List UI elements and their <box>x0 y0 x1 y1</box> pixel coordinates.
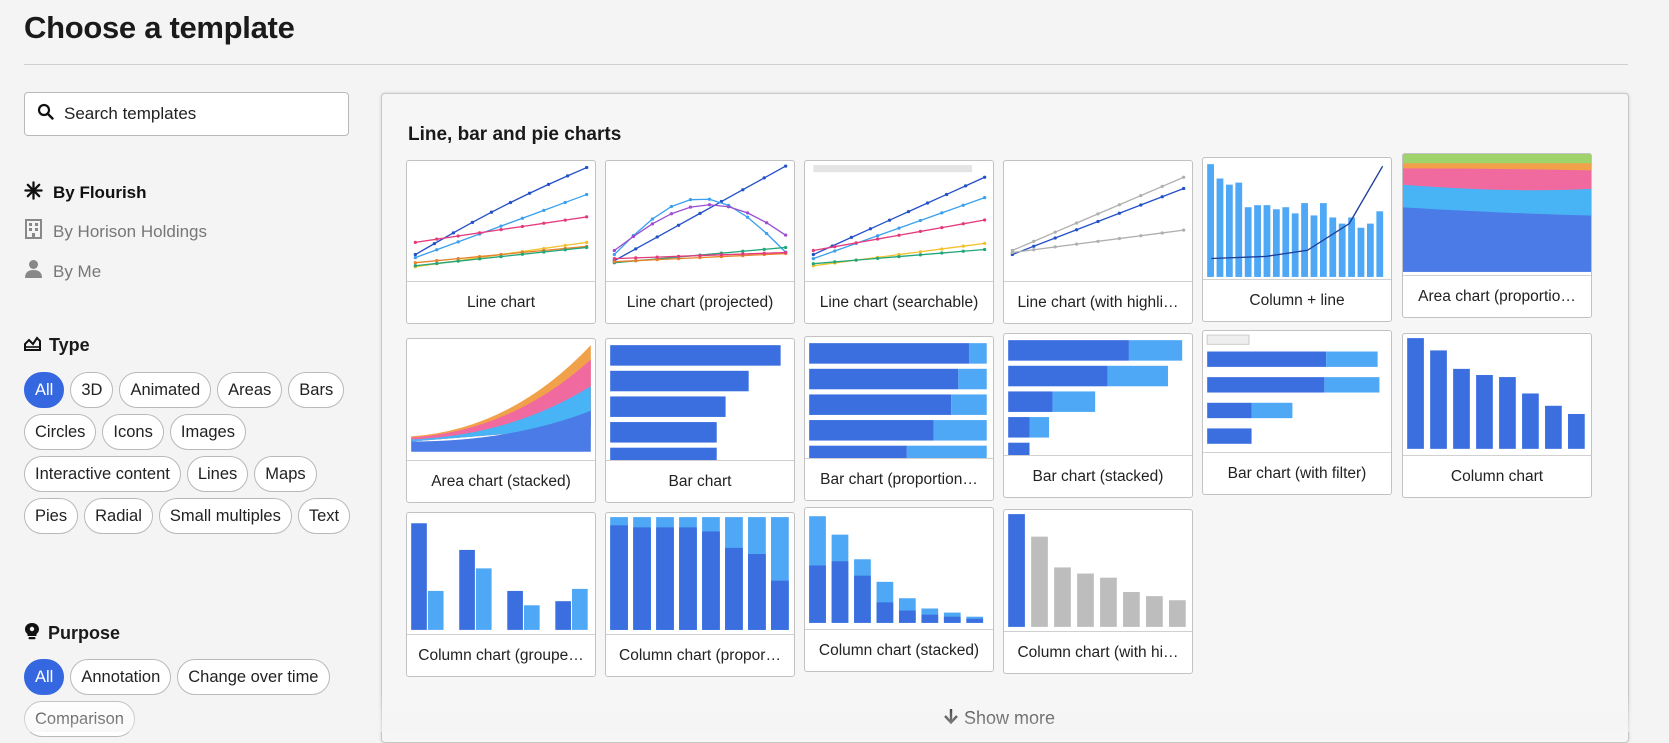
template-thumbnail <box>805 337 993 458</box>
template-thumbnail <box>606 161 794 281</box>
type-pill-circles[interactable]: Circles <box>24 414 97 450</box>
title-divider <box>24 64 1628 65</box>
template-card-label: Area chart (stacked) <box>407 460 595 502</box>
template-card-column-line[interactable]: Column + line <box>1202 157 1392 322</box>
template-card-label: Column chart (with hi… <box>1004 631 1192 673</box>
template-thumbnail <box>805 508 993 629</box>
source-label: By Horison Holdings <box>53 221 208 241</box>
search-box[interactable] <box>24 92 349 136</box>
template-card-label: Bar chart <box>606 460 794 502</box>
template-thumbnail <box>606 339 794 460</box>
template-thumbnail <box>1403 154 1591 275</box>
purpose-pill-change-over-time[interactable]: Change over time <box>177 659 330 695</box>
type-pill-radial[interactable]: Radial <box>84 498 153 534</box>
template-card-label: Line chart <box>407 281 595 323</box>
template-card-label: Column chart (groupe… <box>407 634 595 676</box>
template-card-area-chart-proportio[interactable]: Area chart (proportio… <box>1402 153 1592 318</box>
template-card-line-chart-searchable[interactable]: Line chart (searchable) <box>804 160 994 324</box>
page-title: Choose a template <box>24 10 295 45</box>
template-thumbnail <box>407 339 595 460</box>
template-card-column-chart-propor[interactable]: Column chart (propor… <box>605 512 795 677</box>
template-card-label: Column chart (stacked) <box>805 629 993 671</box>
purpose-pill-annotation[interactable]: Annotation <box>70 659 172 695</box>
source-label: By Me <box>53 261 102 281</box>
template-thumbnail <box>1004 334 1192 455</box>
person-icon <box>24 259 43 284</box>
template-thumbnail <box>805 161 993 281</box>
template-card-label: Bar chart (stacked) <box>1004 455 1192 497</box>
type-pill-animated[interactable]: Animated <box>119 372 212 408</box>
type-pill-interactive-content[interactable]: Interactive content <box>24 456 181 492</box>
template-card-bar-chart-with-filter[interactable]: Bar chart (with filter) <box>1202 330 1392 495</box>
template-card-bar-chart[interactable]: Bar chart <box>605 338 795 503</box>
template-card-label: Area chart (proportio… <box>1403 275 1591 317</box>
template-thumbnail <box>1203 331 1391 452</box>
template-card-area-chart-stacked[interactable]: Area chart (stacked) <box>406 338 596 503</box>
template-thumbnail <box>1004 510 1192 631</box>
template-thumbnail <box>1403 334 1591 455</box>
type-pill-maps[interactable]: Maps <box>254 456 317 492</box>
type-pill-3d[interactable]: 3D <box>70 372 114 408</box>
template-card-column-chart-stacked[interactable]: Column chart (stacked) <box>804 507 994 672</box>
source-by-me[interactable]: By Me <box>24 259 101 284</box>
template-card-label: Column chart (propor… <box>606 634 794 676</box>
template-card-line-chart-with-highli[interactable]: Line chart (with highli… <box>1003 160 1193 324</box>
template-card-label: Line chart (projected) <box>606 281 794 323</box>
template-card-line-chart-projected[interactable]: Line chart (projected) <box>605 160 795 324</box>
template-thumbnail <box>1203 158 1391 279</box>
type-title-text: Type <box>49 335 90 355</box>
purpose-filter-pills: All Annotation Change over time Comparison <box>24 659 354 737</box>
template-thumbnail <box>407 161 595 281</box>
show-more-button[interactable]: Show more <box>944 708 1055 729</box>
type-pill-lines[interactable]: Lines <box>186 456 249 492</box>
type-pill-bars[interactable]: Bars <box>288 372 345 408</box>
purpose-pill-all[interactable]: All <box>24 659 65 695</box>
template-card-line-chart[interactable]: Line chart <box>406 160 596 324</box>
template-card-label: Column + line <box>1203 279 1391 321</box>
type-pill-areas[interactable]: Areas <box>217 372 283 408</box>
template-card-column-chart[interactable]: Column chart <box>1402 333 1592 498</box>
purpose-title-text: Purpose <box>48 623 121 643</box>
type-pill-images[interactable]: Images <box>169 414 246 450</box>
section-title: Line, bar and pie charts <box>408 124 622 145</box>
search-input[interactable] <box>64 104 324 124</box>
show-more-label: Show more <box>964 708 1056 728</box>
type-pill-all[interactable]: All <box>24 372 65 408</box>
source-label: By Flourish <box>53 183 147 202</box>
template-card-bar-chart-stacked[interactable]: Bar chart (stacked) <box>1003 333 1193 498</box>
template-card-label: Line chart (searchable) <box>805 281 993 323</box>
type-pill-small-multiples[interactable]: Small multiples <box>158 498 292 534</box>
template-card-label: Column chart <box>1403 455 1591 497</box>
search-icon <box>37 103 54 125</box>
template-card-bar-chart-proportion[interactable]: Bar chart (proportion… <box>804 336 994 501</box>
template-thumbnail <box>606 513 794 634</box>
asterisk-icon <box>24 181 43 205</box>
template-card-column-chart-groupe[interactable]: Column chart (groupe… <box>406 512 596 677</box>
purpose-section-title: Purpose <box>24 622 120 645</box>
source-by-flourish[interactable]: By Flourish <box>24 181 147 205</box>
template-thumbnail <box>1004 161 1192 281</box>
source-by-horison-holdings[interactable]: By Horison Holdings <box>24 219 207 244</box>
type-section-title: Type <box>24 335 90 356</box>
type-filter-pills: All 3D Animated Areas Bars Circles Icons Images… <box>24 372 354 534</box>
template-thumbnail <box>407 513 595 634</box>
type-icon <box>24 335 41 356</box>
building-icon <box>24 219 43 244</box>
type-pill-text[interactable]: Text <box>297 498 351 534</box>
type-pill-pies[interactable]: Pies <box>24 498 79 534</box>
arrow-down-icon <box>944 708 958 729</box>
template-card-label: Line chart (with highli… <box>1004 281 1192 323</box>
type-pill-icons[interactable]: Icons <box>102 414 164 450</box>
template-card-column-chart-with-hi[interactable]: Column chart (with hi… <box>1003 509 1193 674</box>
template-card-label: Bar chart (with filter) <box>1203 452 1391 494</box>
lightbulb-icon <box>24 622 40 645</box>
template-card-label: Bar chart (proportion… <box>805 458 993 500</box>
